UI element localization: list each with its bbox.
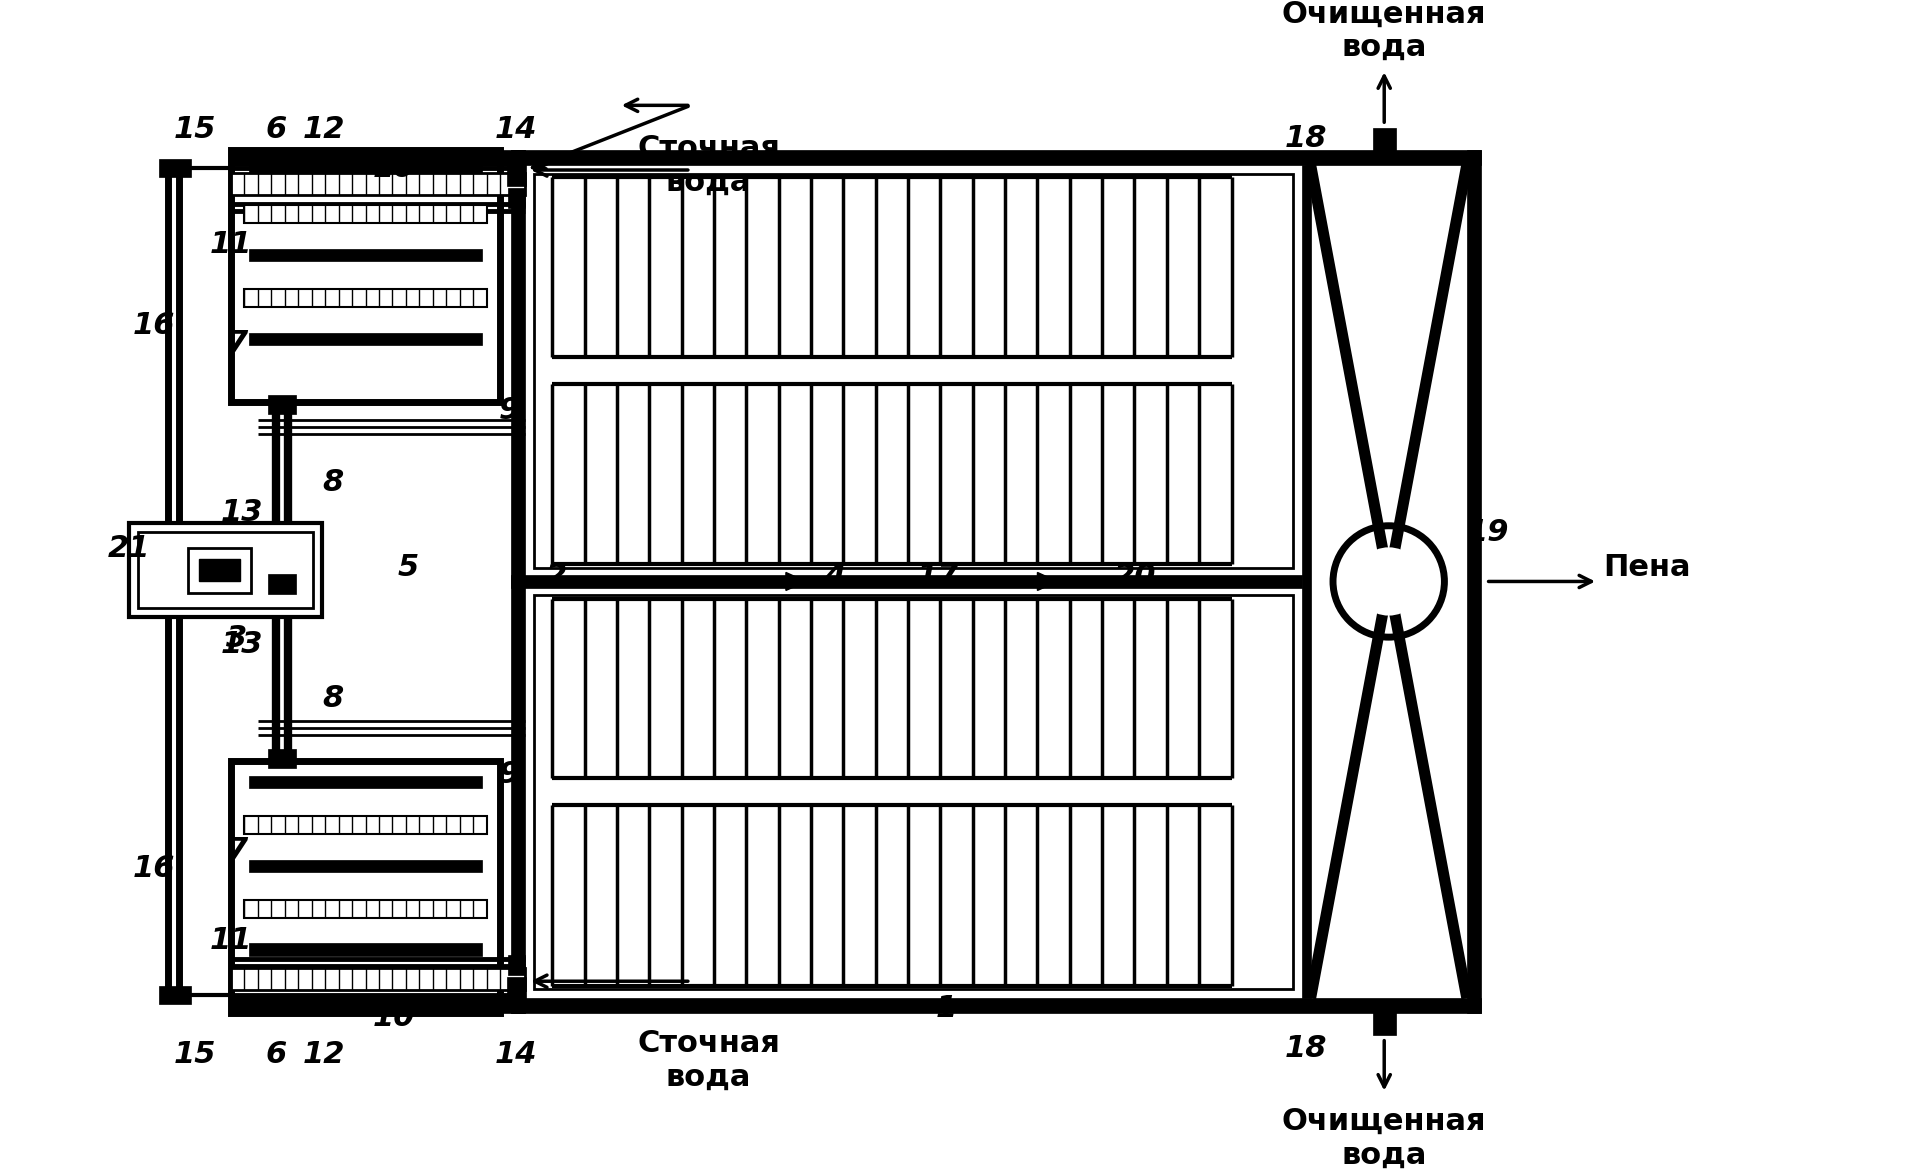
Bar bbox=[248, 248, 483, 261]
Bar bbox=[512, 575, 1300, 588]
Bar bbox=[160, 986, 190, 1004]
Bar bbox=[248, 944, 483, 956]
Bar bbox=[200, 559, 240, 581]
Text: 19: 19 bbox=[1467, 518, 1510, 547]
Bar bbox=[248, 333, 483, 345]
Bar bbox=[506, 155, 527, 186]
Bar bbox=[508, 189, 525, 207]
Text: 16: 16 bbox=[133, 855, 175, 883]
Bar bbox=[512, 150, 525, 1013]
Bar bbox=[231, 761, 500, 1013]
Text: 12: 12 bbox=[302, 1040, 346, 1069]
Bar bbox=[231, 967, 525, 991]
Text: 18: 18 bbox=[1285, 124, 1327, 153]
Text: 4: 4 bbox=[823, 562, 844, 591]
Text: 13: 13 bbox=[219, 630, 263, 659]
Text: Очищенная
вода: Очищенная вода bbox=[1281, 1107, 1486, 1170]
Bar bbox=[506, 977, 527, 1008]
Text: 15: 15 bbox=[173, 1040, 215, 1069]
Text: 9: 9 bbox=[498, 396, 519, 425]
Text: 8: 8 bbox=[323, 468, 344, 498]
Text: 8: 8 bbox=[323, 684, 344, 713]
Text: 5: 5 bbox=[396, 554, 417, 582]
Text: 1: 1 bbox=[937, 994, 958, 1022]
Text: 11: 11 bbox=[210, 926, 252, 956]
Circle shape bbox=[1354, 547, 1423, 616]
Bar bbox=[244, 289, 487, 307]
Text: 14: 14 bbox=[494, 115, 537, 144]
Bar bbox=[512, 150, 1481, 165]
Bar bbox=[129, 523, 323, 617]
Text: Пена: Пена bbox=[1604, 554, 1690, 582]
Text: 7: 7 bbox=[227, 836, 248, 865]
Text: 13: 13 bbox=[219, 498, 263, 527]
Bar bbox=[535, 595, 1292, 989]
Text: 20: 20 bbox=[1113, 562, 1156, 591]
Text: 15: 15 bbox=[173, 115, 215, 144]
Bar bbox=[231, 150, 525, 166]
Text: Очищенная
вода: Очищенная вода bbox=[1281, 0, 1486, 62]
Bar bbox=[248, 776, 483, 788]
Bar bbox=[512, 999, 1481, 1013]
Bar bbox=[1373, 1008, 1396, 1035]
Text: 18: 18 bbox=[1285, 1034, 1327, 1063]
Bar bbox=[535, 173, 1292, 568]
Text: 11: 11 bbox=[210, 230, 252, 259]
Text: 14: 14 bbox=[494, 1040, 537, 1069]
Bar bbox=[138, 532, 313, 609]
Polygon shape bbox=[1036, 573, 1056, 590]
Text: 21: 21 bbox=[108, 534, 150, 563]
Bar bbox=[244, 816, 487, 834]
Text: 9: 9 bbox=[498, 760, 519, 789]
Bar bbox=[267, 748, 296, 768]
Bar bbox=[508, 956, 525, 975]
Bar bbox=[160, 159, 190, 177]
Text: 6: 6 bbox=[265, 1040, 287, 1069]
Text: 16: 16 bbox=[133, 311, 175, 340]
Bar bbox=[1465, 150, 1481, 1013]
Bar bbox=[231, 172, 525, 196]
Text: 10: 10 bbox=[373, 153, 415, 183]
Bar bbox=[231, 997, 525, 1013]
Text: 2: 2 bbox=[544, 562, 565, 591]
Polygon shape bbox=[785, 573, 806, 590]
Text: 12: 12 bbox=[302, 115, 346, 144]
Text: 6: 6 bbox=[265, 115, 287, 144]
Bar bbox=[231, 150, 500, 402]
Bar bbox=[244, 205, 487, 222]
Bar bbox=[188, 548, 250, 594]
Bar bbox=[267, 395, 296, 415]
Bar bbox=[267, 574, 296, 594]
Text: 7: 7 bbox=[227, 329, 248, 358]
Bar bbox=[244, 899, 487, 918]
Text: 10: 10 bbox=[373, 1002, 415, 1032]
Text: 3: 3 bbox=[227, 623, 248, 652]
Text: Сточная
вода: Сточная вода bbox=[637, 135, 779, 197]
Text: 17: 17 bbox=[915, 562, 958, 591]
Bar bbox=[1300, 165, 1310, 999]
Bar bbox=[248, 860, 483, 872]
Bar bbox=[1373, 128, 1396, 155]
Text: Сточная
вода: Сточная вода bbox=[637, 1029, 779, 1091]
Bar bbox=[248, 165, 483, 178]
